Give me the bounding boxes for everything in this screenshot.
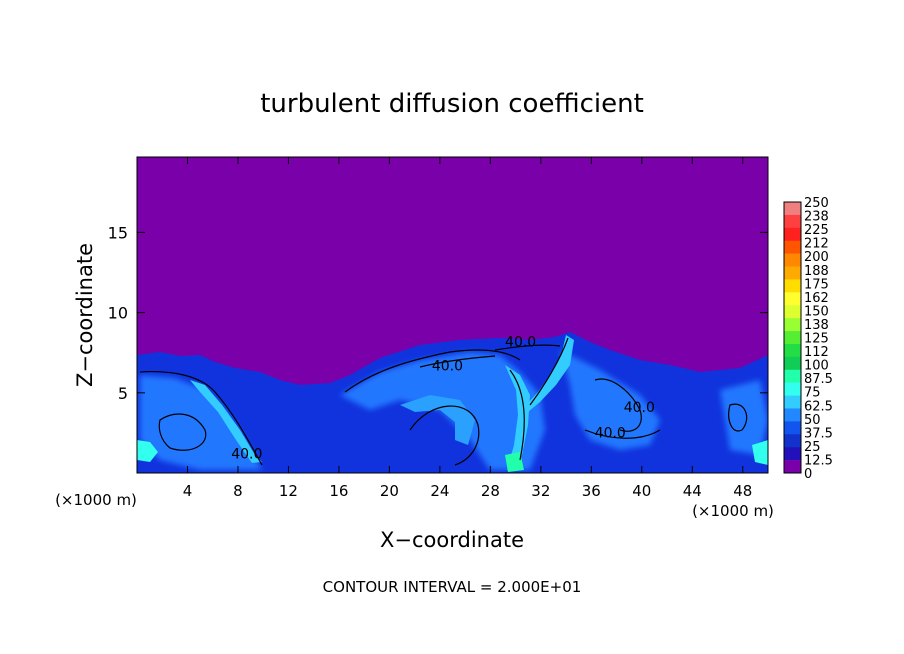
field-streak-right [526,335,574,412]
colorbar: 2502382252122001881751621501381251121008… [783,196,833,482]
colorbar-swatch [784,253,801,267]
contour-line [344,349,521,393]
x-unit-left: (×1000 m) [55,491,137,509]
colorbar-label: 87.5 [804,372,833,387]
x-tick-label: 24 [430,482,449,500]
contour-lines [139,337,748,466]
colorbar-swatch [784,382,801,396]
colorbar-label: 37.5 [804,426,833,441]
field-streak-left [190,380,262,463]
plot-frame [136,156,769,474]
colorbar-swatch [784,331,801,345]
contour-labels: 40.0 40.0 40.0 40.0 40.0 [231,334,655,462]
x-tick-label: 12 [279,482,298,500]
colorbar-swatch [784,395,801,409]
colorbar-label: 12.5 [804,453,833,468]
x-axis-label: X−coordinate [380,528,524,552]
colorbar-label: 200 [804,250,829,265]
contour-line [728,403,748,432]
x-tick-label: 8 [233,482,243,500]
colorbar-swatch [784,202,801,216]
colorbar-swatch [784,408,801,422]
colorbar-swatch [784,292,801,306]
x-tick-label: 16 [329,482,348,500]
field-patch-bottom-right [752,440,768,465]
colorbar-label: 138 [804,318,829,333]
colorbar-label: 238 [804,210,829,225]
contour-line [594,378,642,432]
colorbar-label: 50 [804,413,821,428]
colorbar-label: 62.5 [804,399,833,414]
y-axis: 5 10 15 [108,223,768,403]
colorbar-label: 112 [804,345,829,360]
contour-line [584,429,661,439]
turbulence-field [137,332,768,473]
x-tick-label: 44 [683,482,702,500]
colorbar-label: 0 [804,467,812,482]
contour-label: 40.0 [624,400,655,416]
y-tick-label: 15 [108,223,128,242]
contour-line [158,413,207,451]
colorbar-label: 212 [804,237,829,252]
contour-line [419,355,496,368]
colorbar-label: 162 [804,291,829,306]
x-tick-label: 4 [183,482,193,500]
y-axis-label: Z−coordinate [73,243,97,387]
colorbar-swatch [784,369,801,383]
colorbar-swatch [784,279,801,293]
field-patch-bottom-left [137,440,158,462]
field-region-mid-left [140,375,262,470]
colorbar-swatch [784,318,801,332]
colorbar-swatch [784,356,801,371]
contour-label: 40.0 [432,358,463,374]
x-tick-label: 32 [531,482,550,500]
colorbar-label: 225 [804,223,829,238]
colorbar-label: 150 [804,304,829,319]
x-tick-label: 20 [380,482,399,500]
colorbar-swatch [784,305,801,319]
contour-line [494,344,561,351]
field-region-mid-far-right [720,380,768,455]
contour-label: 40.0 [595,426,626,442]
colorbar-swatch [784,214,801,229]
colorbar-label: 75 [804,386,821,401]
colorbar-label: 100 [804,359,829,374]
colorbar-label: 175 [804,277,829,292]
field-region-mid-right [560,350,660,450]
chart-title: turbulent diffusion coefficient [260,89,644,119]
colorbar-frame [783,201,802,474]
colorbar-swatch [784,434,801,448]
colorbar-swatch [784,343,801,358]
contour-line [409,405,480,466]
x-unit-right: (×1000 m) [692,502,774,520]
y-tick-label: 5 [118,384,128,403]
field-streak-arc [400,395,475,445]
colorbar-swatch [784,460,801,474]
x-tick-label: 28 [481,482,500,500]
contour-line [509,369,525,461]
colorbar-label: 250 [804,196,829,211]
contour-interval-note: CONTOUR INTERVAL = 2.000E+01 [323,578,582,596]
contour-line [529,337,569,406]
x-tick-label: 40 [632,482,651,500]
colorbar-swatch [784,421,801,435]
colorbar-swatch [784,266,801,280]
colorbar-label: 125 [804,332,829,347]
contour-line [139,371,263,466]
x-axis: 4 8 12 16 20 24 28 32 36 40 44 48 [183,157,752,500]
colorbar-label: 25 [804,440,821,455]
colorbar-swatch [784,227,801,242]
colorbar-swatch [784,447,801,461]
plot-area: 40.0 40.0 40.0 40.0 40.0 [136,156,769,474]
contour-label: 40.0 [505,334,536,350]
colorbar-swatch [784,240,801,254]
field-patch-bottom-center [505,452,524,472]
y-tick-label: 10 [108,304,128,323]
colorbar-label: 188 [804,264,829,279]
field-streak-center [505,365,530,470]
x-tick-label: 36 [582,482,601,500]
x-tick-label: 48 [733,482,752,500]
contour-label: 40.0 [231,447,262,463]
